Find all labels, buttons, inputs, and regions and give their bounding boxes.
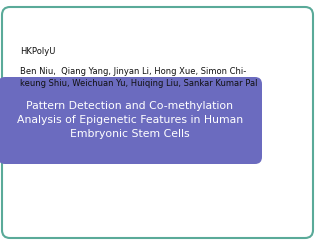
Text: Pattern Detection and Co-methylation
Analysis of Epigenetic Features in Human
Em: Pattern Detection and Co-methylation Ana… <box>17 101 243 139</box>
Text: Ben Niu,  Qiang Yang, Jinyan Li, Hong Xue, Simon Chi-
keung Shiu, Weichuan Yu, H: Ben Niu, Qiang Yang, Jinyan Li, Hong Xue… <box>20 67 258 89</box>
FancyBboxPatch shape <box>0 77 262 164</box>
FancyBboxPatch shape <box>2 7 313 238</box>
Text: HKPolyU: HKPolyU <box>20 47 55 56</box>
